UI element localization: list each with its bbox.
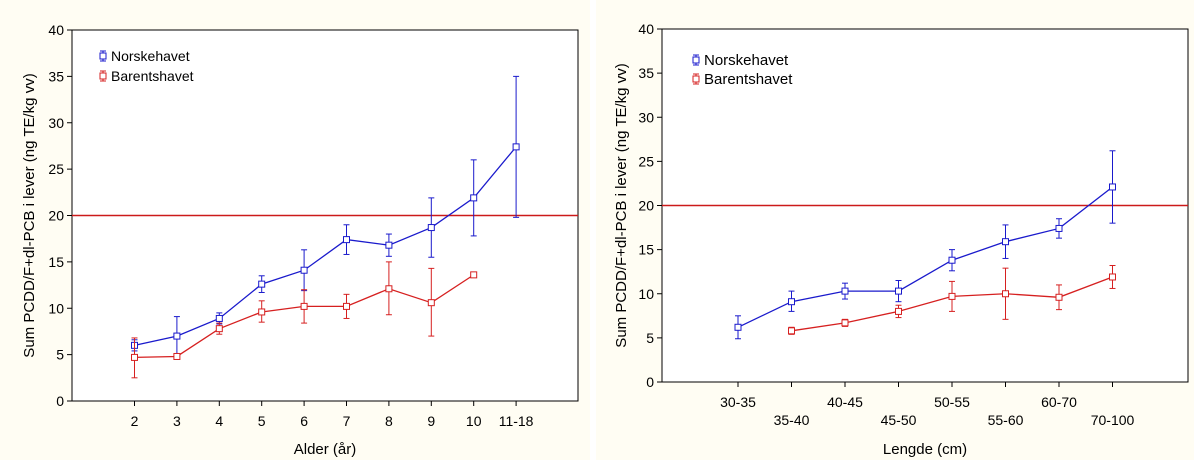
y-tick-label: 20 — [48, 208, 64, 224]
x-axis-label: Lengde (cm) — [883, 441, 967, 458]
data-point — [841, 287, 849, 295]
data-point — [215, 314, 223, 322]
y-tick-label: 35 — [48, 68, 64, 84]
x-tick-label: 35-40 — [774, 412, 810, 428]
data-point — [385, 241, 393, 249]
x-tick-label: 60-70 — [1041, 394, 1077, 410]
data-point — [1002, 238, 1009, 246]
data-point — [470, 271, 478, 279]
data-point — [948, 292, 956, 300]
series-line-norskehavet — [134, 146, 517, 346]
data-point — [343, 302, 350, 310]
x-tick-label: 3 — [173, 413, 181, 429]
x-tick-label: 11-18 — [499, 413, 534, 429]
legend-label-barentshavet: Barentshavet — [704, 71, 793, 88]
data-point — [734, 323, 742, 331]
y-tick-label: 15 — [48, 254, 64, 270]
x-tick-label: 45-50 — [881, 412, 917, 428]
y-tick-label: 25 — [48, 161, 64, 177]
y-tick-label: 5 — [56, 347, 64, 363]
legend-marker — [692, 75, 700, 83]
y-tick-label: 40 — [48, 22, 64, 38]
legend-label-barentshavet: Barentshavet — [111, 68, 194, 84]
data-point — [512, 143, 520, 151]
y-tick-label: 25 — [638, 153, 654, 169]
x-tick-label: 40-45 — [827, 394, 863, 410]
data-point — [300, 266, 308, 274]
x-tick-label: 6 — [300, 413, 308, 429]
chart-age-svg: 0 5 10 15 20 25 30 35 40 2 3 4 5 6 7 8 9 10 11-18 Alder (år… — [21, 22, 579, 458]
y-tick-label: 5 — [646, 330, 654, 346]
legend-marker — [99, 72, 107, 80]
data-point — [300, 302, 308, 310]
x-axis-label: Alder (år) — [294, 441, 357, 458]
x-tick-label: 10 — [466, 413, 482, 429]
x-tick-label: 50-55 — [934, 394, 970, 410]
legend-label-norskehavet: Norskehavet — [111, 48, 190, 64]
y-tick-label: 10 — [48, 300, 64, 316]
x-tick-label: 9 — [427, 413, 435, 429]
y-tick-label: 0 — [646, 374, 654, 390]
data-point — [1109, 273, 1116, 281]
data-point — [1109, 183, 1116, 191]
data-point — [470, 194, 478, 202]
data-point — [1055, 293, 1063, 301]
y-tick-label: 0 — [56, 393, 64, 409]
legend-marker — [692, 56, 700, 64]
y-tick-label: 15 — [638, 242, 654, 258]
data-point — [427, 224, 435, 232]
data-point — [1055, 224, 1063, 232]
x-tick-label: 2 — [131, 413, 139, 429]
data-point — [343, 236, 350, 244]
y-axis-label: Sum PCDD/F+dl-PCB i lever (ng TE/kg vv) — [613, 63, 630, 347]
x-tick-label: 55-60 — [988, 412, 1024, 428]
series-line-norskehavet — [737, 186, 1113, 328]
x-tick-label: 7 — [343, 413, 351, 429]
y-tick-label: 20 — [638, 198, 654, 214]
data-point — [258, 280, 266, 288]
chart-length-svg: 0 5 10 15 20 25 30 35 40 30-35 35-40 40-45 45-50 50-5… — [613, 21, 1189, 458]
data-point — [788, 298, 795, 306]
x-tick-label: 8 — [385, 413, 393, 429]
data-point — [385, 285, 393, 293]
y-tick-label: 40 — [638, 21, 654, 37]
data-point — [788, 327, 795, 335]
data-point — [841, 319, 849, 327]
x-tick-label: 30-35 — [720, 394, 756, 410]
legend-marker — [99, 52, 107, 60]
data-point — [895, 307, 902, 315]
chart-panel-age: 0 5 10 15 20 25 30 35 40 2 3 4 5 6 7 8 9 10 11-18 Alder (år… — [0, 0, 590, 460]
x-tick-label: 70-100 — [1091, 412, 1135, 428]
data-point — [1002, 290, 1009, 298]
y-tick-label: 35 — [638, 65, 654, 81]
data-point — [427, 299, 435, 307]
y-tick-label: 30 — [638, 109, 654, 125]
data-point — [948, 256, 956, 264]
data-point — [895, 287, 902, 295]
y-tick-label: 10 — [638, 286, 654, 302]
data-point — [131, 353, 138, 361]
x-tick-label: 4 — [215, 413, 223, 429]
chart-panel-length: 0 5 10 15 20 25 30 35 40 30-35 35-40 40-45 45-50 50-5… — [596, 0, 1194, 460]
y-tick-label: 30 — [48, 115, 64, 131]
data-point — [215, 325, 223, 333]
data-point — [173, 332, 181, 340]
y-axis-label: Sum PCDD/F+dl-PCB i lever (ng TE/kg vv) — [21, 73, 38, 357]
legend-label-norskehavet: Norskehavet — [704, 52, 789, 69]
x-tick-label: 5 — [258, 413, 266, 429]
data-point — [258, 308, 266, 316]
data-point — [173, 352, 181, 360]
